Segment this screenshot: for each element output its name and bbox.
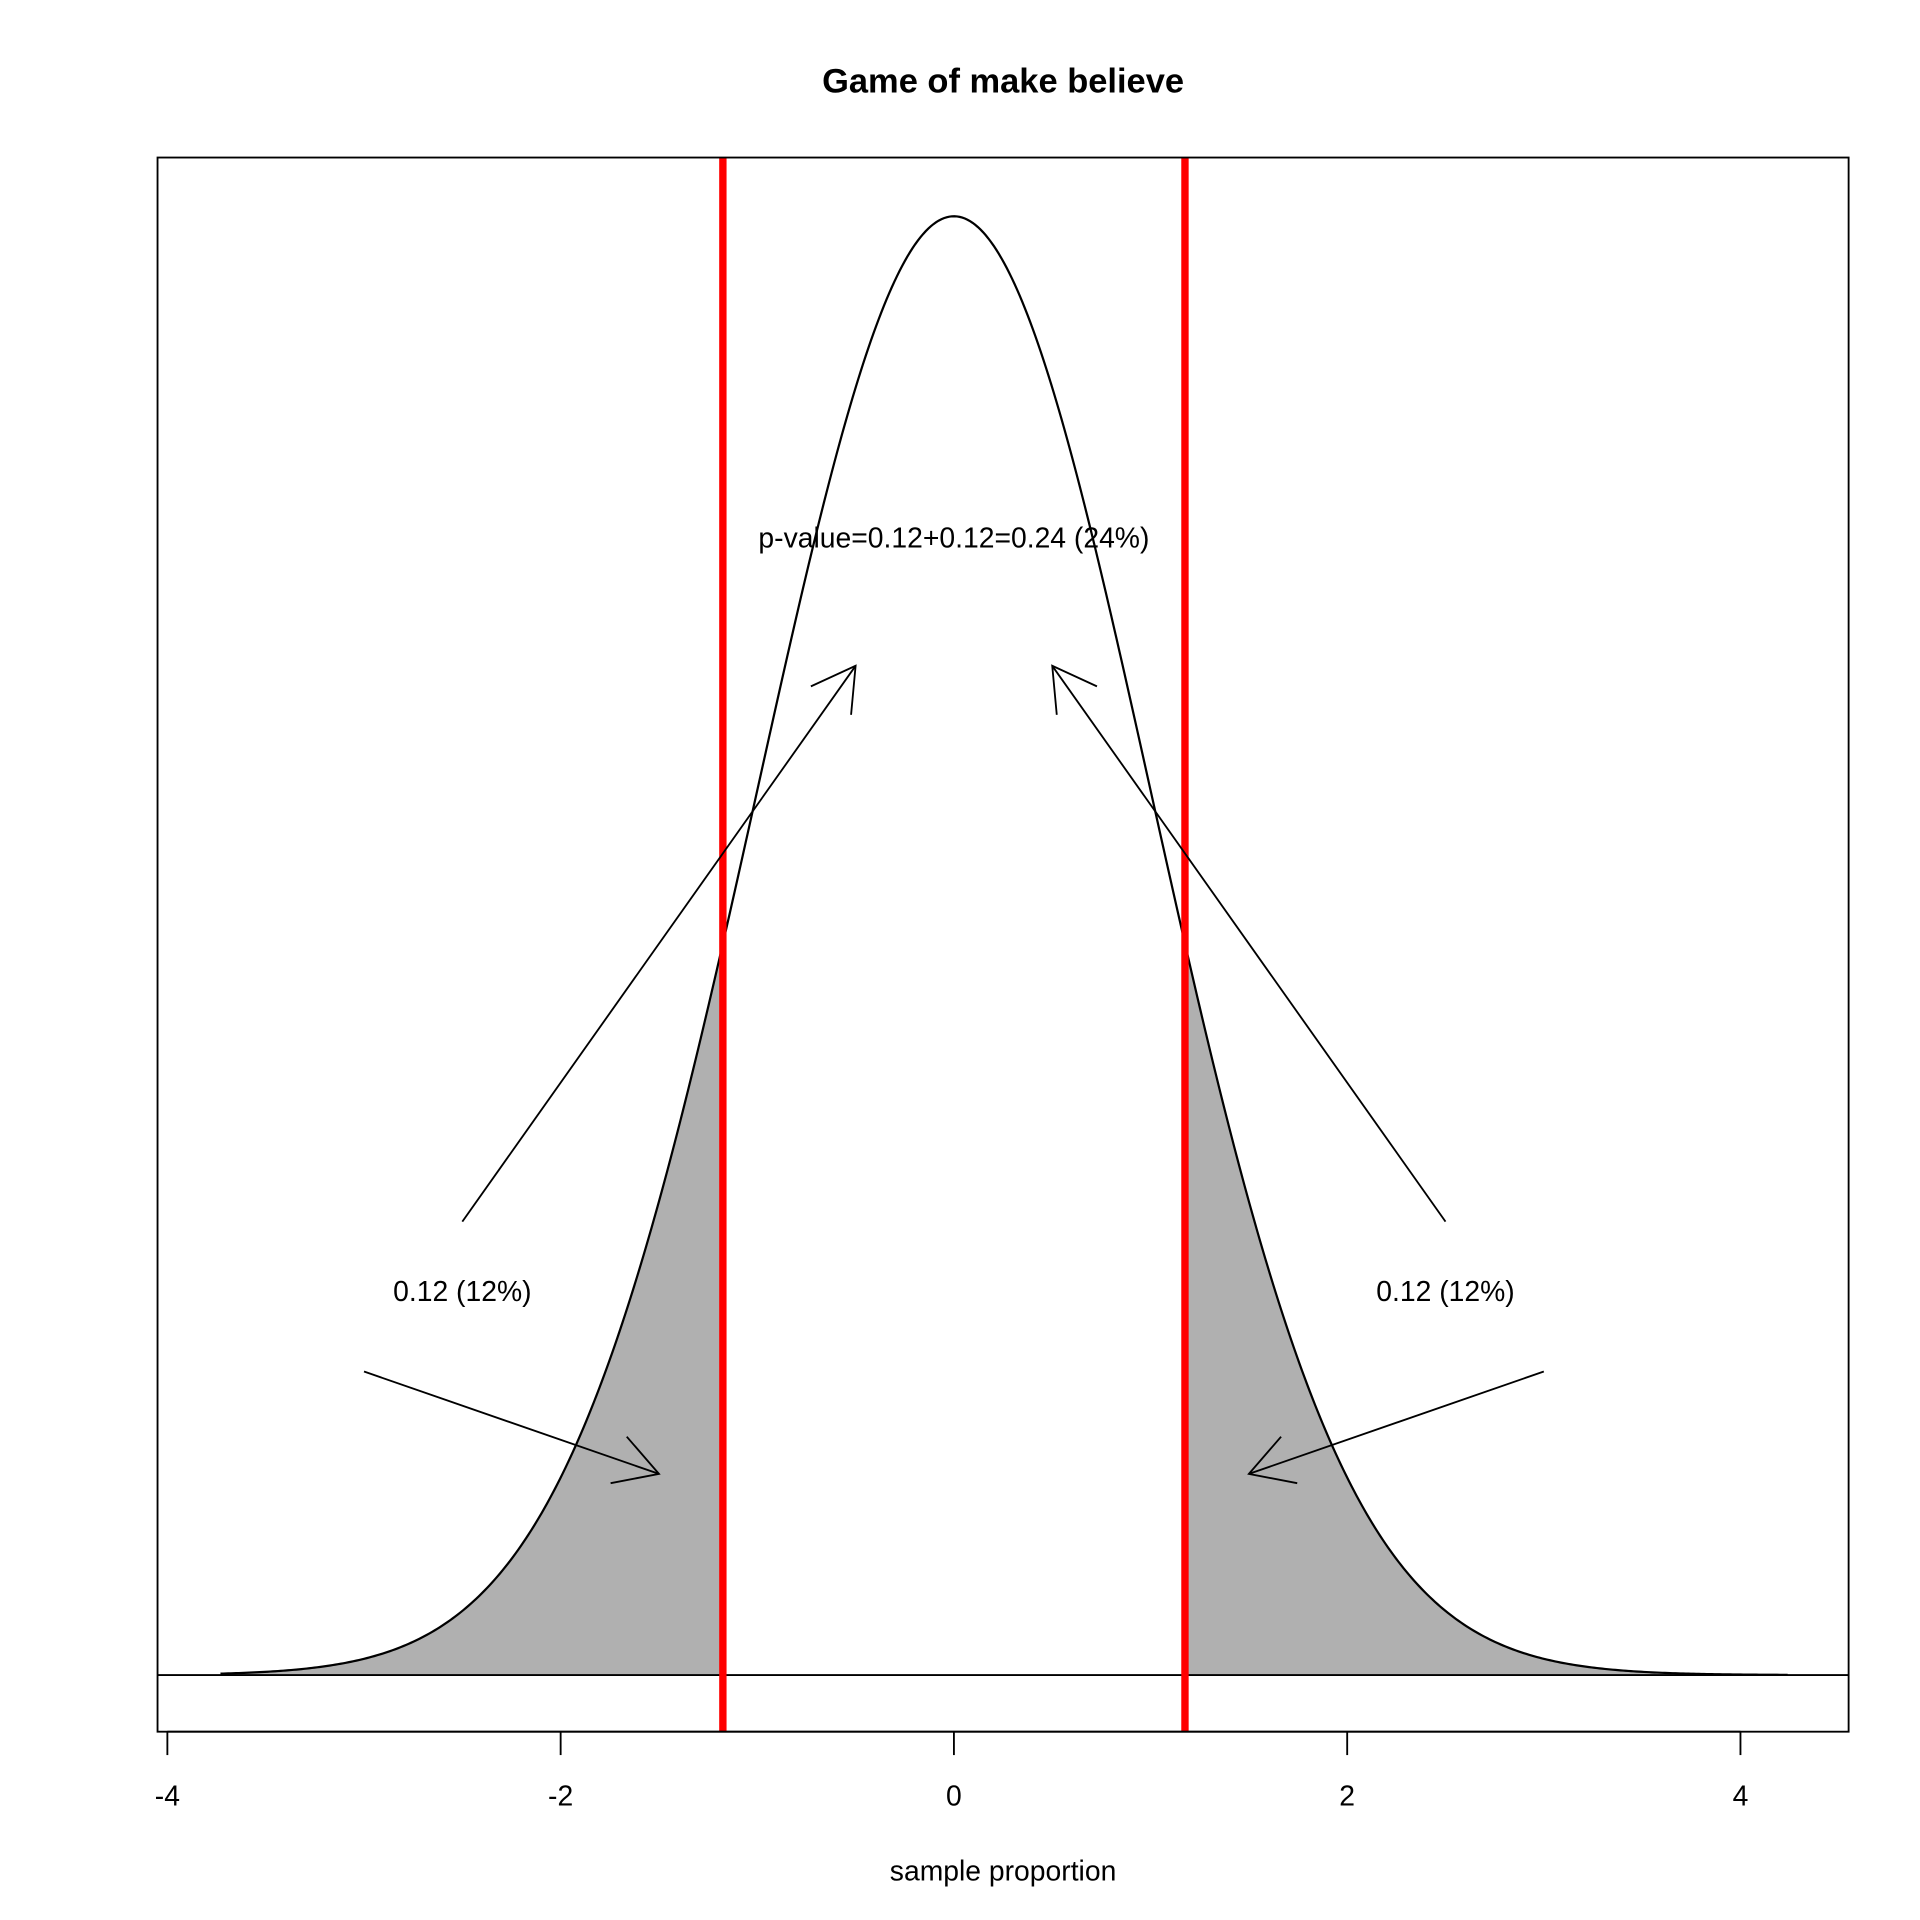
x-tick-label: -4	[155, 1780, 180, 1812]
x-axis: -4 -2 0 2 4	[155, 1730, 1749, 1812]
shaded-left-tail	[220, 943, 723, 1676]
arrow-head-0	[810, 664, 857, 715]
plot-area	[157, 157, 1849, 1732]
density-curve	[220, 215, 1788, 1676]
annotation-pvalue: p-value=0.12+0.12=0.24 (24%)	[758, 522, 1149, 554]
annotation-right-tail: 0.12 (12%)	[1376, 1275, 1514, 1307]
shaded-right-tail	[1184, 943, 1788, 1676]
arrow-shaft-2	[363, 1370, 660, 1475]
arrow-shaft-0	[461, 665, 857, 1223]
x-tick-label: 2	[1339, 1780, 1355, 1812]
arrow-shaft-3	[1248, 1370, 1545, 1475]
chart-title: Game of make believe	[822, 62, 1184, 100]
arrow-head-1	[1051, 664, 1098, 715]
x-tick-label: -2	[548, 1780, 573, 1812]
x-axis-label: sample proportion	[890, 1855, 1117, 1887]
arrow-shaft-1	[1051, 665, 1447, 1223]
arrow-head-2	[610, 1436, 661, 1485]
x-tick-label: 0	[946, 1780, 962, 1812]
x-tick-label: 4	[1733, 1780, 1749, 1812]
arrow-head-3	[1247, 1436, 1298, 1485]
plot-frame	[156, 156, 1850, 1733]
annotation-left-tail: 0.12 (12%)	[393, 1275, 531, 1307]
